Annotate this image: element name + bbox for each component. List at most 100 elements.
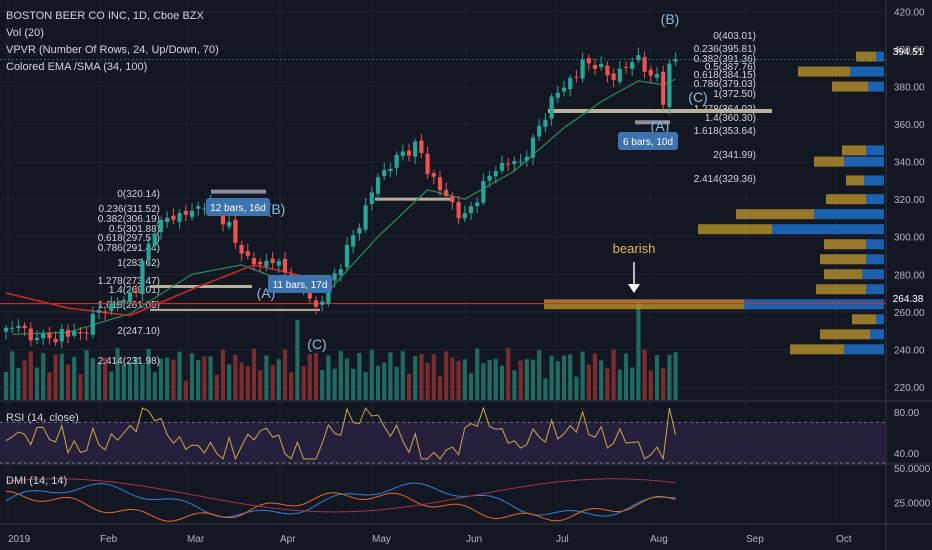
fib-right-label: 2.414(329.36) bbox=[694, 174, 756, 185]
symbol-title[interactable]: BOSTON BEER CO INC, 1D, Cboe BZX bbox=[6, 10, 204, 22]
candle bbox=[599, 63, 604, 68]
candle bbox=[580, 59, 585, 79]
time-axis-label: Oct bbox=[836, 534, 852, 545]
candle bbox=[134, 290, 139, 293]
candle bbox=[406, 150, 412, 156]
time-axis-label: Mar bbox=[187, 534, 205, 545]
candle bbox=[171, 215, 176, 220]
candle bbox=[320, 301, 325, 305]
time-axis-label: 2019 bbox=[8, 534, 31, 545]
candle bbox=[400, 151, 405, 156]
rsi-axis-tick: 80.00 bbox=[894, 408, 919, 419]
volume-bar bbox=[301, 366, 306, 400]
vprofile-down bbox=[866, 194, 884, 205]
candle bbox=[28, 328, 33, 341]
candle bbox=[233, 219, 238, 243]
volume-bar bbox=[326, 355, 331, 400]
candle bbox=[65, 329, 71, 337]
volume-bar bbox=[406, 373, 412, 400]
time-axis-label: Jul bbox=[556, 534, 569, 545]
volume-bar bbox=[648, 370, 653, 400]
volume-bar bbox=[72, 356, 77, 400]
volume-bar bbox=[363, 372, 368, 400]
vprofile-down bbox=[814, 209, 884, 220]
volume-bar bbox=[28, 351, 33, 400]
vprofile-up bbox=[856, 51, 876, 62]
volume-bar bbox=[338, 350, 343, 400]
volume-bar bbox=[84, 350, 89, 400]
ema-sma-indicator-label[interactable]: Colored EMA /SMA (34, 100) bbox=[6, 61, 148, 73]
volume-bar bbox=[165, 357, 170, 400]
volume-bar bbox=[413, 356, 418, 400]
volume-bar bbox=[580, 351, 585, 400]
candle bbox=[419, 140, 424, 153]
candle bbox=[146, 243, 151, 260]
candle bbox=[177, 213, 182, 222]
fib-left-label: 1.4(269.01) bbox=[109, 285, 160, 296]
fib-right-label: 0.786(379.03) bbox=[694, 79, 756, 90]
volume-bar bbox=[264, 355, 269, 400]
candle bbox=[140, 261, 145, 295]
volume-bar bbox=[425, 362, 430, 400]
volume-bar bbox=[65, 364, 71, 400]
volume-bar bbox=[357, 352, 362, 400]
candle bbox=[431, 173, 436, 177]
candle bbox=[437, 177, 443, 191]
red-line-price-tag: 264.38 bbox=[892, 294, 924, 305]
wave-b-left-label: (B) bbox=[267, 201, 286, 217]
price-axis-tick: 380.00 bbox=[894, 83, 925, 94]
candle bbox=[543, 119, 548, 127]
candle bbox=[183, 210, 188, 215]
rsi-axis-tick: 40.00 bbox=[894, 449, 919, 460]
candle bbox=[661, 71, 666, 105]
vprofile-down bbox=[866, 254, 884, 265]
volume-bar bbox=[642, 349, 647, 400]
vprofile-down bbox=[850, 66, 884, 77]
fib-right-label: 0.618(384.15) bbox=[694, 70, 756, 81]
candle bbox=[592, 64, 598, 69]
vpvr-indicator-label[interactable]: VPVR (Number Of Rows, 24, Up/Down, 70) bbox=[6, 44, 219, 56]
fib-right-label: 1(372.50) bbox=[713, 89, 756, 100]
wave-c-label: (C) bbox=[688, 89, 707, 105]
dmi-axis-tick: 25.0000 bbox=[894, 498, 931, 509]
candle bbox=[611, 73, 616, 80]
volume-bar bbox=[10, 351, 15, 400]
volume-bar bbox=[419, 353, 424, 400]
volume-bar bbox=[313, 353, 319, 400]
volume-bar bbox=[543, 378, 548, 400]
volume-bar bbox=[623, 353, 629, 400]
candle bbox=[90, 313, 95, 335]
candle bbox=[363, 205, 368, 230]
time-axis-label: Jun bbox=[466, 534, 482, 545]
price-axis-tick: 360.00 bbox=[894, 120, 925, 131]
candle bbox=[47, 332, 52, 339]
time-axis-label: Sep bbox=[746, 534, 764, 545]
dmi-indicator-label[interactable]: DMI (14, 14) bbox=[6, 475, 68, 487]
candle bbox=[425, 153, 430, 174]
candle bbox=[344, 244, 350, 268]
volume-indicator-label[interactable]: Vol (20) bbox=[6, 27, 44, 39]
ema-34-line bbox=[12, 78, 676, 335]
candle bbox=[53, 338, 58, 343]
vprofile-down bbox=[870, 329, 884, 340]
rsi-indicator-label[interactable]: RSI (14, close) bbox=[6, 412, 79, 424]
vprofile-down bbox=[772, 224, 884, 235]
volume-bar bbox=[183, 380, 188, 400]
fib-right-label: 0.236(395.81) bbox=[694, 44, 756, 55]
vprofile-up bbox=[852, 314, 876, 325]
volume-bar bbox=[394, 366, 399, 400]
candle bbox=[10, 327, 15, 329]
candle bbox=[351, 235, 356, 247]
candle bbox=[127, 292, 133, 302]
price-axis-tick: 400.00 bbox=[894, 45, 925, 56]
vprofile-down bbox=[866, 239, 884, 250]
candle bbox=[642, 57, 647, 72]
candle bbox=[22, 325, 27, 329]
candle bbox=[648, 69, 653, 76]
volume-bar bbox=[437, 376, 443, 400]
candle bbox=[493, 171, 498, 177]
fib-left-label: 1.618(261.05) bbox=[98, 300, 160, 311]
volume-bar bbox=[630, 367, 635, 400]
candle bbox=[450, 196, 455, 203]
volume-bar bbox=[456, 360, 461, 400]
